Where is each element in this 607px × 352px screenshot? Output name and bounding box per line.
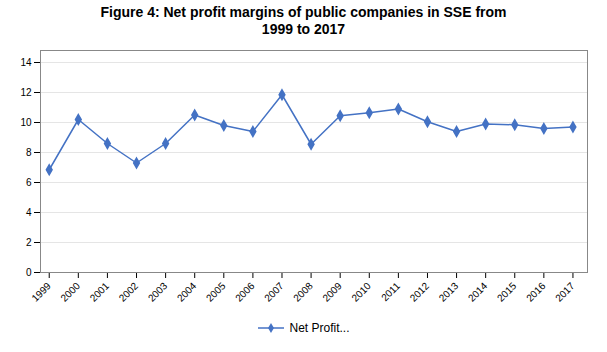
html-text:Figure 4: Net profit margins o: Figure 4: Net profit margins of public c… <box>100 4 507 37</box>
svg-text:10: 10 <box>20 116 32 127</box>
svg-text:2011: 2011 <box>379 280 402 303</box>
svg-text:2006: 2006 <box>233 280 257 304</box>
svg-text:14: 14 <box>20 56 32 67</box>
html-text:Net Profit...: Net Profit... <box>289 320 350 335</box>
svg-text:2005: 2005 <box>204 280 228 304</box>
svg-text:2013: 2013 <box>437 280 461 304</box>
svg-text:2015: 2015 <box>495 280 519 304</box>
svg-text:8: 8 <box>26 146 32 157</box>
svg-text:2014: 2014 <box>466 280 490 304</box>
svg-text:1999: 1999 <box>29 280 53 304</box>
svg-text:2017: 2017 <box>553 280 577 304</box>
svg-text:2000: 2000 <box>58 280 82 304</box>
svg-text:12: 12 <box>20 86 32 97</box>
svg-text:2016: 2016 <box>524 280 548 304</box>
svg-text:4: 4 <box>26 206 32 217</box>
svg-text:2002: 2002 <box>117 280 141 304</box>
svg-text:2012: 2012 <box>408 280 432 304</box>
svg-text:2007: 2007 <box>262 280 286 304</box>
svg-text:2: 2 <box>26 236 32 247</box>
svg-text:2010: 2010 <box>349 280 373 304</box>
svg-text:2004: 2004 <box>175 280 199 304</box>
svg-text:2001: 2001 <box>88 280 112 304</box>
svg-text:2003: 2003 <box>146 280 170 304</box>
svg-text:2009: 2009 <box>320 280 344 304</box>
svg-text:6: 6 <box>26 176 32 187</box>
svg-text:2008: 2008 <box>291 280 315 304</box>
svg-text:0: 0 <box>26 266 32 277</box>
